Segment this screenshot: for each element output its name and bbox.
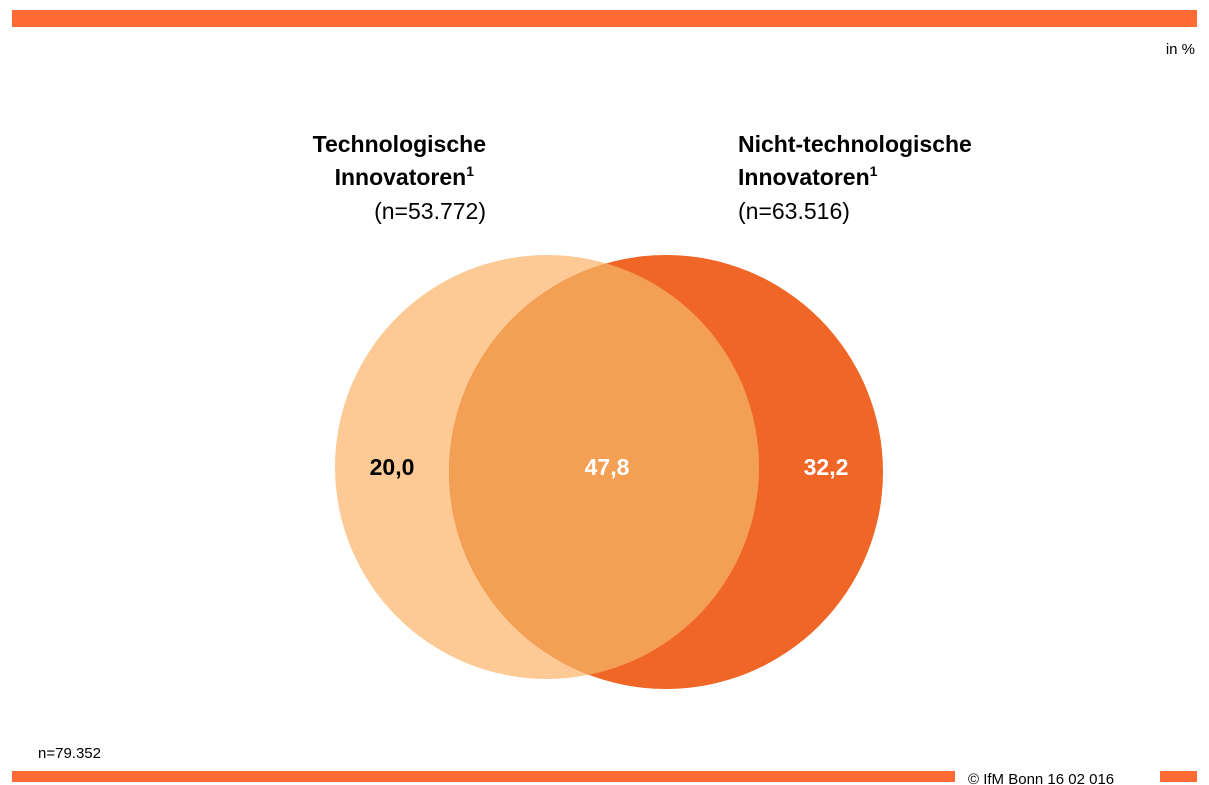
footnote-mark: 1 xyxy=(870,163,878,179)
region-label: 47,8 xyxy=(585,454,630,480)
bottom-bar xyxy=(12,771,955,782)
set-n-label: (n=53.772) xyxy=(374,198,486,224)
top-bar xyxy=(12,10,1197,27)
set-name: Technologische xyxy=(313,131,486,157)
total-note: n=79.352 xyxy=(38,745,101,762)
set-name: Nicht-technologische xyxy=(738,131,972,157)
set-name: Innovatoren1 xyxy=(738,163,878,190)
bottom-bar-end xyxy=(1160,771,1197,782)
set-n-label: (n=63.516) xyxy=(738,198,850,224)
region-label: 20,0 xyxy=(370,454,415,480)
venn: 20,0 47,8 32,2 Technologische Innovatoren1 (n… xyxy=(313,131,972,689)
set-name: Innovatoren1 xyxy=(335,163,475,190)
overlap-region xyxy=(449,255,759,679)
region-label: 32,2 xyxy=(804,454,849,480)
footnote-mark: 1 xyxy=(466,163,474,179)
copyright: © IfM Bonn 16 02 016 xyxy=(968,771,1114,785)
unit-note: in % xyxy=(1166,41,1195,58)
